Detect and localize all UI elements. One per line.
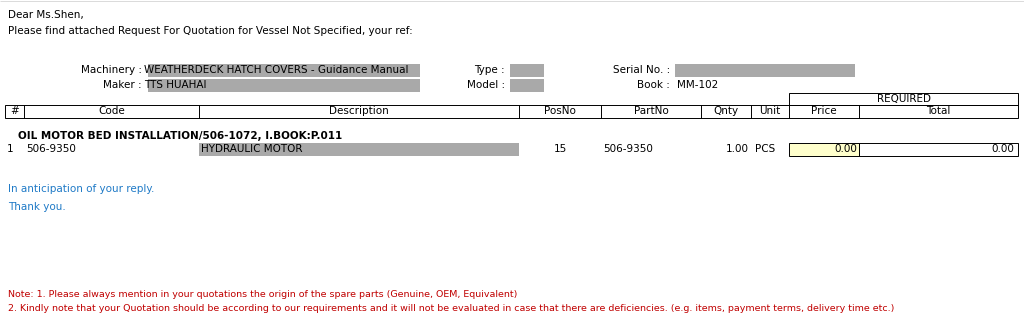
Text: 506-9350: 506-9350: [26, 144, 76, 154]
Text: Description: Description: [329, 106, 389, 116]
Text: WEATHERDECK HATCH COVERS - Guidance Manual: WEATHERDECK HATCH COVERS - Guidance Manu…: [144, 65, 409, 75]
Text: 1: 1: [7, 144, 13, 154]
Text: Model :: Model :: [467, 80, 505, 90]
Text: Dear Ms.Shen,: Dear Ms.Shen,: [8, 10, 84, 20]
Text: Machinery :: Machinery :: [81, 65, 142, 75]
Text: Unit: Unit: [760, 106, 780, 116]
Text: 1.00: 1.00: [726, 144, 749, 154]
Bar: [199, 143, 519, 156]
Text: REQUIRED: REQUIRED: [877, 94, 931, 104]
Text: Qnty: Qnty: [714, 106, 738, 116]
Bar: [790, 143, 859, 156]
Text: PCS: PCS: [755, 144, 775, 154]
Text: Type :: Type :: [474, 65, 505, 75]
Text: Serial No. :: Serial No. :: [612, 65, 670, 75]
Bar: [5, 105, 1018, 118]
Text: Total: Total: [927, 106, 950, 116]
Bar: [510, 79, 544, 92]
Text: 506-9350: 506-9350: [603, 144, 653, 154]
Bar: [148, 64, 420, 77]
Text: OIL MOTOR BED INSTALLATION/506-1072, I.BOOK:P.011: OIL MOTOR BED INSTALLATION/506-1072, I.B…: [18, 131, 342, 141]
Text: Please find attached Request For Quotation for Vessel Not Specified, your ref:: Please find attached Request For Quotati…: [8, 26, 413, 36]
Text: PartNo: PartNo: [634, 106, 669, 116]
Text: HYDRAULIC MOTOR: HYDRAULIC MOTOR: [201, 144, 302, 154]
Text: TTS HUAHAI: TTS HUAHAI: [144, 80, 207, 90]
Text: Book :: Book :: [637, 80, 670, 90]
Text: 2. Kindly note that your Quotation should be according to our requirements and i: 2. Kindly note that your Quotation shoul…: [8, 304, 894, 313]
Text: In anticipation of your reply.: In anticipation of your reply.: [8, 184, 155, 194]
Text: MM-102: MM-102: [677, 80, 718, 90]
Text: Price: Price: [811, 106, 837, 116]
Bar: [510, 64, 544, 77]
Bar: [790, 93, 1018, 105]
Text: 0.00: 0.00: [835, 144, 857, 154]
Bar: [675, 64, 855, 77]
Text: 0.00: 0.00: [991, 144, 1014, 154]
Text: Maker :: Maker :: [103, 80, 142, 90]
Text: 15: 15: [553, 144, 566, 154]
Bar: [859, 143, 1018, 156]
Text: Code: Code: [98, 106, 125, 116]
Text: PosNo: PosNo: [544, 106, 575, 116]
Bar: [148, 79, 420, 92]
Text: Thank you.: Thank you.: [8, 202, 66, 212]
Text: Note: 1. Please always mention in your quotations the origin of the spare parts : Note: 1. Please always mention in your q…: [8, 290, 517, 299]
Text: #: #: [10, 106, 18, 116]
